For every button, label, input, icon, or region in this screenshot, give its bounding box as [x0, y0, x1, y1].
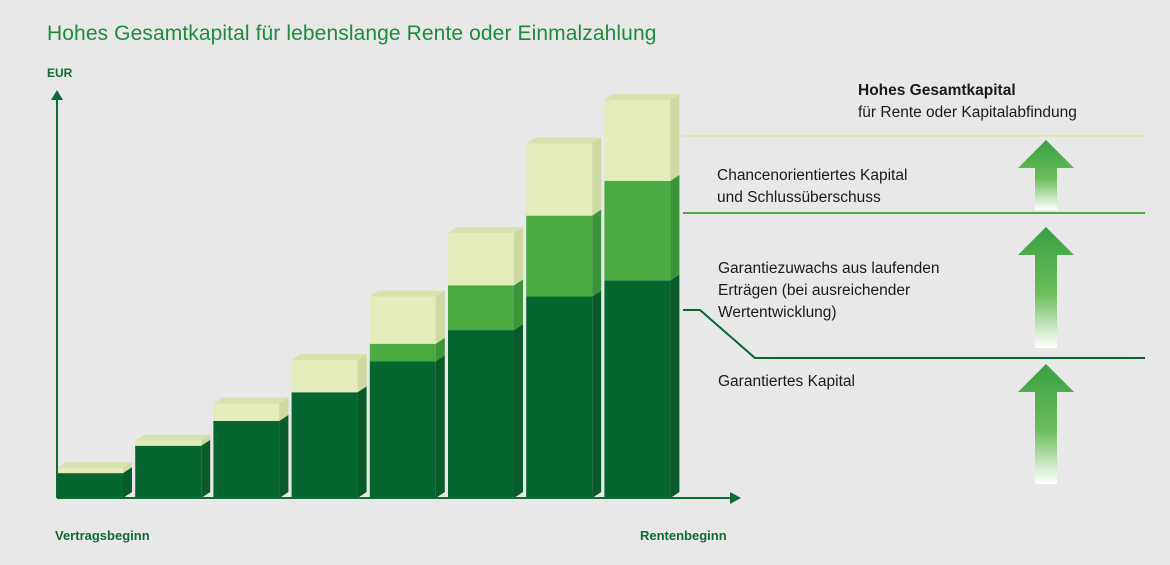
bar-segment-side	[201, 439, 211, 498]
bar-top-face	[213, 397, 289, 404]
y-axis-unit: EUR	[47, 66, 73, 80]
bar-segment-side	[435, 290, 445, 344]
label-chancenorientiertes-kapital: Chancenorientiertes Kapital und Schlussü…	[717, 165, 997, 209]
bar-segment-side	[592, 209, 602, 297]
bar-top-face	[291, 353, 367, 360]
bar-segment-side	[670, 274, 680, 498]
bar-segment-side	[357, 353, 367, 393]
x-axis-end-label: Rentenbeginn	[640, 528, 727, 543]
bar-segment	[526, 296, 593, 498]
bar-top-face	[526, 137, 602, 144]
bar-segment	[604, 280, 671, 498]
bar-segment-side	[435, 355, 445, 498]
bar-segment	[526, 215, 593, 297]
bar-segment-side	[670, 174, 680, 281]
bar-segment	[57, 468, 123, 474]
label-line: und Schlussüberschuss	[717, 189, 881, 206]
arrow-icon	[1018, 140, 1074, 210]
bar-segment-side	[201, 434, 211, 446]
bar-segment	[369, 361, 436, 498]
bars-group	[57, 94, 680, 498]
bar-segment	[369, 343, 436, 362]
label-hohes-gesamtkapital: Hohes Gesamtkapital für Rente oder Kapit…	[858, 80, 1158, 124]
bar-segment-side	[514, 279, 523, 331]
bottom-connector-line	[683, 309, 1145, 359]
bar-segment	[604, 100, 671, 181]
bar-segment	[448, 285, 514, 331]
bar-segment	[448, 233, 514, 286]
bar-top-face	[448, 227, 523, 234]
bar-segment	[57, 473, 123, 498]
bar-top-face	[369, 290, 445, 297]
bar-segment-side	[670, 94, 680, 181]
bar-segment-side	[279, 414, 289, 498]
bar-segment	[604, 180, 671, 281]
bar-segment-side	[592, 290, 602, 498]
bar-segment	[369, 296, 436, 344]
x-axis-start-label: Vertragsbeginn	[55, 528, 150, 543]
bar-segment	[448, 330, 514, 498]
label-line: Garantiezuwachs aus laufenden	[718, 260, 940, 277]
label-line: Hohes Gesamtkapital	[858, 82, 1016, 99]
bar-top-face	[135, 434, 211, 441]
label-line: Wertentwicklung)	[718, 304, 837, 321]
bar-segment-side	[514, 227, 523, 286]
bar-segment	[135, 440, 202, 446]
bar-segment-side	[435, 337, 445, 362]
bar-segment	[526, 143, 593, 216]
bar-segment	[213, 403, 280, 421]
bar-top-face	[604, 94, 680, 100]
x-axis-arrowhead	[730, 492, 741, 504]
bar-segment	[135, 445, 202, 498]
label-line: Chancenorientiertes Kapital	[717, 167, 908, 184]
bar-segment	[291, 359, 358, 393]
bar-segment-side	[592, 137, 602, 216]
arrow-icon	[1018, 227, 1074, 348]
label-line: für Rente oder Kapitalabfindung	[858, 104, 1077, 121]
bar-segment	[213, 420, 280, 498]
label-garantiezuwachs: Garantiezuwachs aus laufenden Erträgen (…	[718, 258, 1018, 324]
arrow-icon	[1018, 364, 1074, 484]
label-line: Erträgen (bei ausreichender	[718, 282, 911, 299]
y-axis-arrowhead	[51, 90, 63, 100]
bar-segment-side	[514, 324, 523, 498]
bar-segment-side	[123, 462, 132, 474]
bar-segment-side	[357, 386, 367, 498]
chart-title: Hohes Gesamtkapital für lebenslange Rent…	[47, 22, 657, 45]
bar-segment-side	[123, 467, 132, 498]
bar-segment	[291, 392, 358, 498]
label-garantiertes-kapital: Garantiertes Kapital	[718, 373, 855, 390]
bar-segment-side	[279, 397, 289, 421]
bar-top-face	[57, 462, 132, 469]
